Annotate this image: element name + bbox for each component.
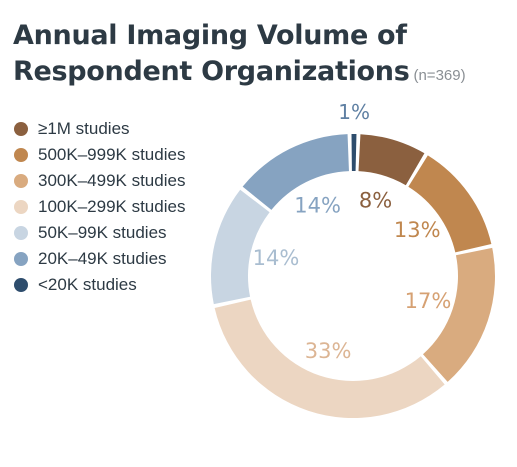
legend-label: 20K–49K studies: [38, 249, 167, 268]
donut-slice: [358, 134, 425, 186]
legend-label: 300K–499K studies: [38, 171, 186, 190]
legend-swatch: [14, 122, 28, 136]
chart-title: Annual Imaging Volume of Respondent Orga…: [13, 18, 493, 94]
chart-subtitle: (n=369): [413, 67, 466, 84]
legend-swatch: [14, 226, 28, 240]
legend-swatch: [14, 148, 28, 162]
donut-slice: [211, 189, 270, 305]
legend-label: <20K studies: [38, 275, 137, 294]
donut-slice: [214, 299, 445, 419]
legend-item: ≥1M studies: [14, 116, 185, 142]
legend-item: 300K–499K studies: [14, 168, 185, 194]
legend-swatch: [14, 252, 28, 266]
legend-swatch: [14, 278, 28, 292]
donut-slice: [242, 134, 349, 210]
donut-slice-label: 14%: [294, 193, 341, 217]
legend-item: 20K–49K studies: [14, 246, 185, 272]
donut-slice-label: 17%: [405, 289, 452, 313]
donut-slice-label: 8%: [359, 188, 392, 212]
chart-legend: ≥1M studies 500K–999K studies 300K–499K st…: [14, 116, 185, 298]
legend-label: 500K–999K studies: [38, 145, 186, 164]
donut-slice: [351, 134, 357, 172]
donut-slice: [422, 247, 496, 382]
donut-labels: 8%13% 17% 33% 14% 14% 1%: [253, 100, 452, 363]
legend-swatch: [14, 200, 28, 214]
legend-item: <20K studies: [14, 272, 185, 298]
legend-label: 50K–99K studies: [38, 223, 167, 242]
legend-item: 100K–299K studies: [14, 194, 185, 220]
legend-label: 100K–299K studies: [38, 197, 186, 216]
chart-title-line-1: Annual Imaging Volume of: [13, 20, 407, 51]
donut-slice-label: 1%: [338, 100, 370, 124]
donut-slice-label: 13%: [394, 218, 441, 242]
legend-item: 50K–99K studies: [14, 220, 185, 246]
chart-title-line-2-text: Respondent Organizations: [13, 56, 410, 87]
donut-slices: [211, 134, 496, 419]
donut-slice-label: 33%: [305, 339, 352, 363]
donut-slice: [408, 155, 492, 253]
legend-swatch: [14, 174, 28, 188]
legend-item: 500K–999K studies: [14, 142, 185, 168]
chart-title-line-2: Respondent Organizations (n=369): [13, 54, 493, 94]
legend-label: ≥1M studies: [38, 119, 130, 138]
donut-slice-label: 14%: [253, 246, 300, 270]
